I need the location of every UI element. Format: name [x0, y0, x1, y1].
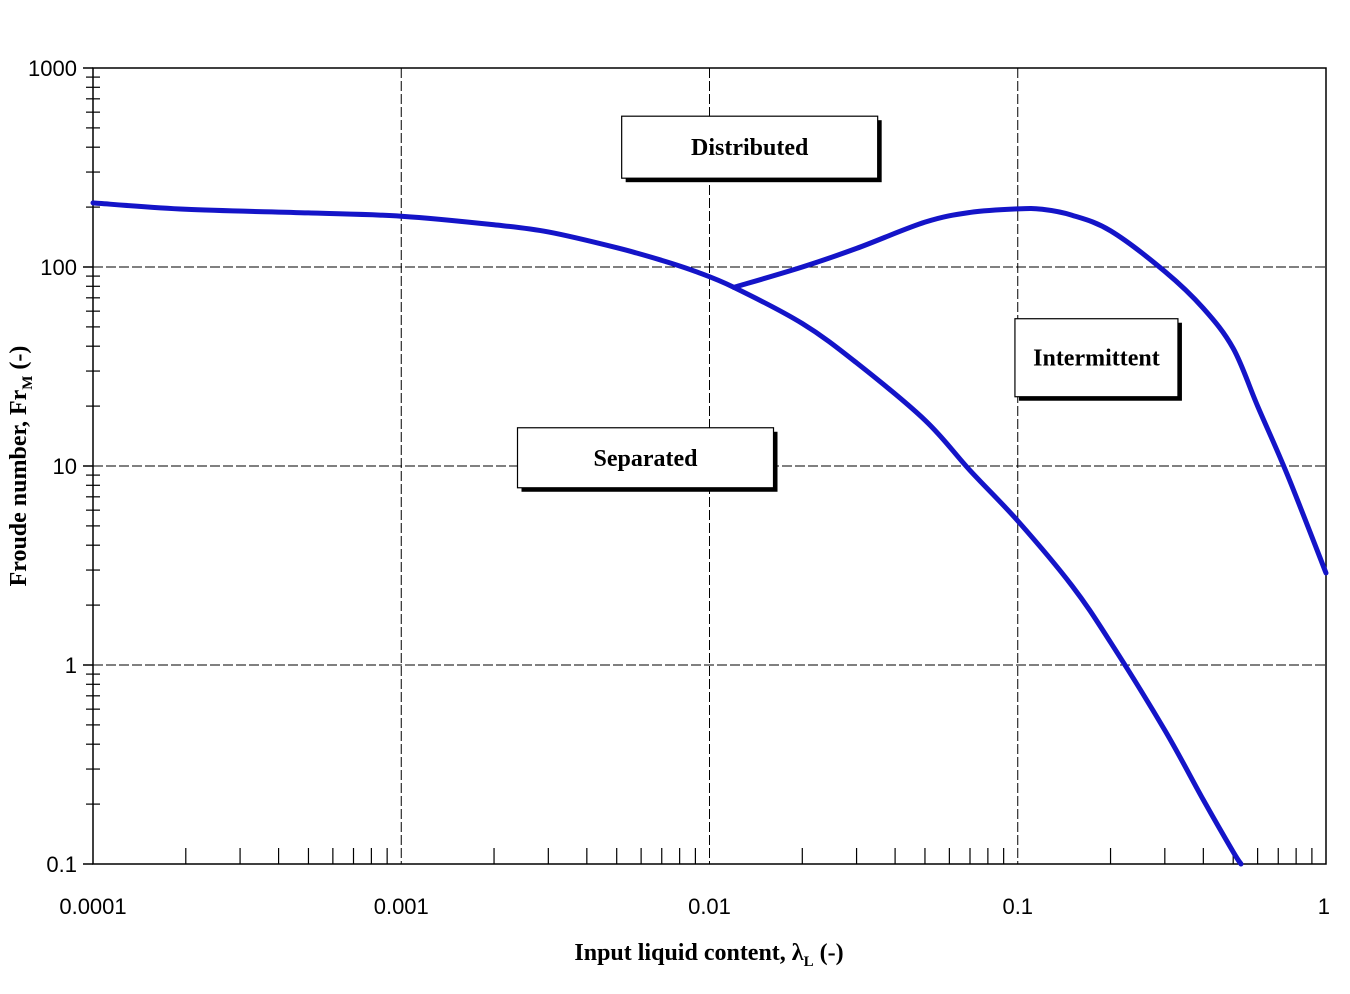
x-tick-label: 0.1 [1002, 894, 1033, 919]
label-text: Intermittent [1033, 346, 1160, 372]
y-tick-label: 1000 [28, 56, 77, 81]
y-tick-label: 0.1 [46, 852, 77, 877]
region-label-intermittent: Intermittent [1014, 318, 1182, 401]
x-tick-labels: 0.0001 0.001 0.01 0.1 1 [59, 894, 1330, 919]
minor-ticks [83, 67, 1313, 865]
region-label-distributed: Distributed [621, 115, 882, 183]
x-axis-title: Input liquid content, λL (-) [574, 940, 843, 970]
y-tick-label: 10 [53, 454, 77, 479]
label-box [621, 115, 879, 179]
label-box [1014, 318, 1179, 398]
label-text: Separated [594, 446, 699, 472]
x-tick-label: 0.01 [688, 894, 731, 919]
label-text: Distributed [691, 135, 809, 161]
x-tick-label: 1 [1318, 894, 1330, 919]
label-box [516, 427, 775, 489]
y-tick-label: 100 [40, 255, 77, 280]
series-line-2 [731, 205, 1329, 576]
series-lines [90, 200, 1329, 867]
y-axis-title: Froude number, FrM (-) [6, 346, 36, 587]
y-tick-labels: 0.1 1 10 100 1000 [28, 56, 77, 877]
x-tick-label: 0.001 [374, 894, 429, 919]
region-label-separated: Separated [516, 427, 778, 492]
plot-frame [92, 67, 1327, 865]
region-labels: Distributed Intermittent Separated [516, 115, 1182, 492]
x-tick-label: 0.0001 [59, 894, 126, 919]
series-line-1 [90, 200, 1244, 867]
y-tick-label: 1 [65, 653, 77, 678]
